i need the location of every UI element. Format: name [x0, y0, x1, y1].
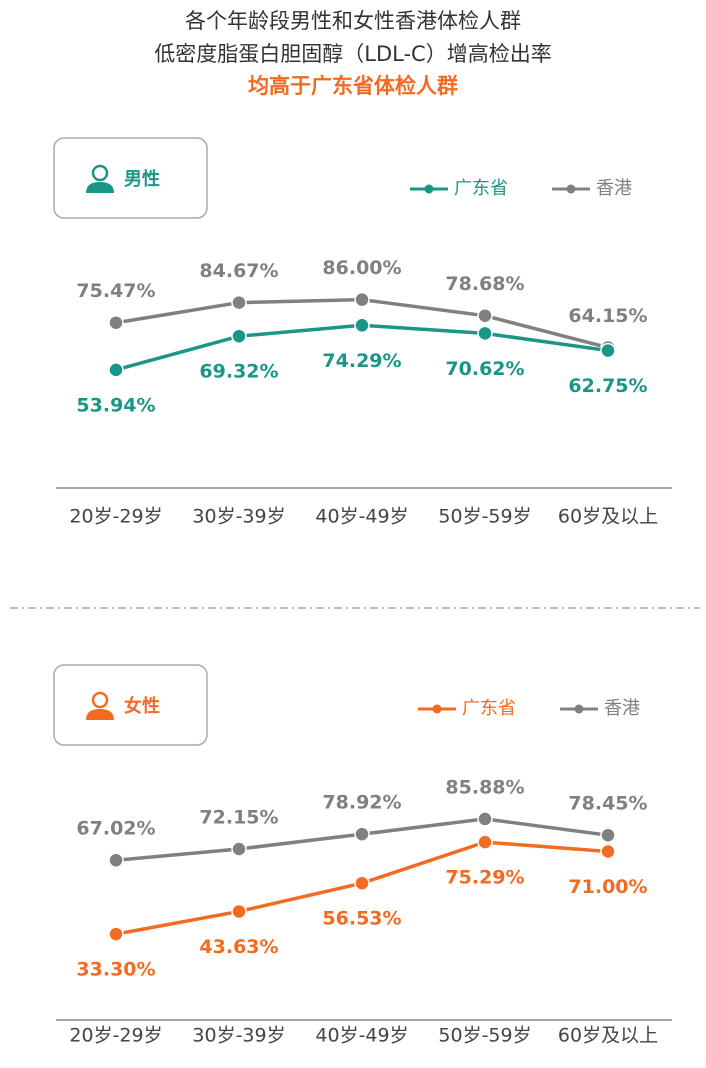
x-tick-label: 30岁-39岁: [192, 506, 285, 528]
value-label: 56.53%: [322, 908, 401, 930]
panel-label: 男性: [124, 168, 160, 190]
x-tick-label: 20岁-29岁: [69, 506, 162, 528]
value-label: 75.47%: [76, 280, 155, 302]
data-point: [231, 903, 247, 920]
data-point: [108, 314, 124, 331]
legend-dot: [574, 704, 584, 714]
data-point: [354, 875, 370, 891]
data-point: [600, 827, 616, 843]
value-label: 69.32%: [199, 361, 278, 383]
value-label: 64.15%: [568, 305, 647, 327]
x-tick-label: 50岁-59岁: [438, 506, 531, 528]
person-icon-head: [91, 691, 109, 709]
data-point: [231, 294, 247, 311]
data-point: [354, 826, 370, 842]
title-highlight: 均高于广东省体检人群: [248, 74, 458, 98]
x-tick-label: 30岁-39岁: [192, 1025, 285, 1047]
value-label: 43.63%: [199, 936, 278, 958]
data-point: [477, 307, 493, 324]
legend-label: 香港: [604, 698, 640, 719]
value-label: 70.62%: [445, 358, 524, 380]
data-point: [354, 291, 370, 308]
person-icon-body: [86, 182, 114, 193]
data-point: [231, 328, 247, 344]
value-label: 78.68%: [445, 273, 524, 295]
value-label: 67.02%: [76, 818, 155, 840]
value-label: 85.88%: [445, 776, 524, 798]
legend-dot: [432, 704, 442, 714]
value-label: 86.00%: [322, 257, 401, 279]
x-tick-label: 60岁及以上: [558, 506, 658, 528]
data-point: [231, 841, 247, 857]
value-label: 53.94%: [76, 394, 155, 416]
x-tick-label: 50岁-59岁: [438, 1025, 531, 1047]
person-icon-head: [91, 164, 109, 182]
legend-dot: [566, 184, 576, 194]
value-label: 78.92%: [322, 792, 401, 814]
data-point: [600, 342, 616, 359]
legend-label: 广东省: [462, 698, 516, 719]
title-line: 各个年龄段男性和女性香港体检人群: [185, 9, 521, 33]
value-label: 33.30%: [76, 959, 155, 981]
value-label: 84.67%: [199, 260, 278, 282]
x-tick-label: 20岁-29岁: [69, 1025, 162, 1047]
legend-label: 广东省: [454, 178, 508, 199]
data-point: [108, 362, 124, 378]
person-icon-body: [86, 709, 114, 720]
value-label: 78.45%: [568, 793, 647, 815]
x-tick-label: 40岁-49岁: [315, 1025, 408, 1047]
panel-box: [53, 664, 208, 746]
title-line: 低密度脂蛋白胆固醇（LDL-C）增高检出率: [154, 42, 551, 66]
value-label: 71.00%: [568, 876, 647, 898]
x-tick-label: 60岁及以上: [558, 1025, 658, 1047]
legend-label: 香港: [596, 178, 632, 199]
data-point: [108, 852, 124, 868]
x-tick-label: 40岁-49岁: [315, 506, 408, 528]
data-point: [600, 843, 616, 860]
data-point: [477, 811, 493, 827]
data-point: [354, 317, 370, 334]
value-label: 72.15%: [199, 806, 278, 828]
value-label: 75.29%: [445, 867, 524, 889]
legend-dot: [424, 184, 434, 194]
panel-box: [53, 137, 208, 219]
value-label: 74.29%: [322, 350, 401, 372]
panel-label: 女性: [124, 695, 160, 717]
data-point: [477, 325, 493, 342]
value-label: 62.75%: [568, 375, 647, 397]
data-point: [108, 926, 124, 942]
data-point: [477, 834, 493, 850]
